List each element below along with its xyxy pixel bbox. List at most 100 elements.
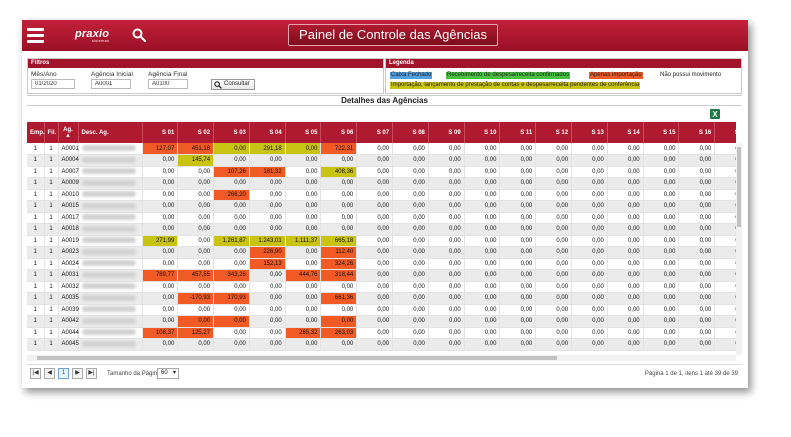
consultar-button[interactable]: Consultar bbox=[211, 79, 255, 90]
cell-value: 0,00 bbox=[571, 292, 608, 305]
page-size-select[interactable]: 60 bbox=[157, 368, 179, 379]
table-row[interactable]: 1 1 A0044 108,37 125,27 0,00 0,00 265,32 263,03 0… bbox=[27, 327, 736, 339]
column-header-day[interactable]: S 09 bbox=[428, 122, 465, 143]
column-header-day[interactable]: S 08 bbox=[392, 122, 429, 143]
cell-value: 0,00 bbox=[535, 246, 573, 259]
cell-value: 0,00 bbox=[464, 246, 501, 259]
cell-value: 0,00 bbox=[142, 281, 179, 293]
column-header-fil[interactable]: Fil. bbox=[44, 122, 59, 143]
table-row[interactable]: 1 1 A0010 0,00 0,00 266,20 0,00 0,00 0,00 0,00 0,0… bbox=[27, 189, 736, 201]
first-page-button[interactable]: |◀ bbox=[30, 368, 41, 379]
column-header-day[interactable]: S 14 bbox=[607, 122, 644, 143]
table-row[interactable]: 1 1 A0031 789,77 457,55 343,26 0,00 444,76 318,4… bbox=[27, 269, 736, 282]
menu-icon[interactable] bbox=[27, 28, 44, 43]
vertical-scrollbar[interactable] bbox=[736, 143, 742, 355]
cell-value: 0,00 bbox=[356, 223, 394, 236]
table-row[interactable]: 1 1 A0023 0,00 0,00 0,00 226,90 0,00 112,40 0,00 0… bbox=[27, 246, 736, 259]
cell-emp: 1 bbox=[27, 292, 45, 305]
next-page-button[interactable]: ▶ bbox=[72, 368, 83, 379]
column-header-day[interactable]: S 03 bbox=[213, 122, 250, 143]
cell-value: 0,00 bbox=[714, 327, 736, 339]
table-row[interactable]: 1 1 A0007 0,00 0,00 107,26 181,32 0,00 408,36 0,0… bbox=[27, 166, 736, 178]
cell-value: 0,00 bbox=[678, 292, 716, 305]
cell-fil: 1 bbox=[44, 338, 59, 351]
cell-value: 0,00 bbox=[535, 338, 573, 351]
column-header-day[interactable]: S 04 bbox=[249, 122, 286, 143]
cell-value: 0,00 bbox=[428, 269, 465, 282]
column-header-day[interactable]: S 15 bbox=[643, 122, 680, 143]
cell-value: 0,00 bbox=[356, 315, 394, 328]
table-row[interactable]: 1 1 A0042 0,00 0,00 0,00 0,00 0,00 0,00 0,00 0,00 0… bbox=[27, 315, 736, 328]
cell-fil: 1 bbox=[44, 292, 59, 305]
table-row[interactable]: 1 1 A0017 0,00 0,00 0,00 0,00 0,00 0,00 0,00 0,00 0… bbox=[27, 212, 736, 224]
cell-value: 0,00 bbox=[571, 166, 608, 178]
cell-value: 451,18 bbox=[177, 143, 215, 155]
cell-emp: 1 bbox=[27, 212, 45, 224]
cell-desc-redacted bbox=[78, 246, 143, 259]
table-row[interactable]: 1 1 A0024 0,00 0,00 0,00 152,13 0,00 324,26 0,00 0… bbox=[27, 258, 736, 270]
table-row[interactable]: 1 1 A0019 271,99 0,00 1.261,87 1.243,01 1.111,3… bbox=[27, 235, 736, 247]
column-header-day[interactable]: S 05 bbox=[285, 122, 322, 143]
column-header-day[interactable]: S 12 bbox=[535, 122, 573, 143]
table-row[interactable]: 1 1 A0018 0,00 0,00 0,00 0,00 0,00 0,00 0,00 0,00 0… bbox=[27, 223, 736, 236]
cell-value: 0,00 bbox=[249, 304, 286, 316]
redacted-text bbox=[81, 271, 136, 278]
table-row[interactable]: 1 1 A0004 0,00 145,74 0,00 0,00 0,00 0,00 0,00 0,0… bbox=[27, 154, 736, 167]
cell-value: 0,00 bbox=[464, 143, 501, 155]
legend-apenas-importacao: Apenas importação bbox=[589, 72, 643, 79]
column-header-desc[interactable]: Desc. Ag. bbox=[78, 122, 143, 143]
cell-value: 170,93 bbox=[213, 292, 250, 305]
cell-value: 0,00 bbox=[320, 200, 358, 213]
cell-value: 0,00 bbox=[643, 212, 680, 224]
cell-value: 0,00 bbox=[643, 200, 680, 213]
cell-value: 0,00 bbox=[643, 235, 680, 247]
column-header-emp[interactable]: Emp. bbox=[27, 122, 45, 143]
table-row[interactable]: 1 1 A0039 0,00 0,00 0,00 0,00 0,00 0,00 0,00 0,00 0… bbox=[27, 304, 736, 316]
agencia-inicial-input[interactable] bbox=[91, 79, 131, 89]
column-header-day[interactable]: S 01 bbox=[142, 122, 179, 143]
column-header-day[interactable]: S 10 bbox=[464, 122, 501, 143]
cell-value: 0,00 bbox=[249, 223, 286, 236]
cell-value: 0,00 bbox=[678, 338, 716, 351]
column-header-day[interactable]: S 17 bbox=[714, 122, 736, 143]
table-row[interactable]: 1 1 A0009 0,00 0,00 0,00 0,00 0,00 0,00 0,00 0,00 0… bbox=[27, 177, 736, 190]
cell-value: 0,00 bbox=[356, 154, 394, 167]
cell-desc-redacted bbox=[78, 304, 143, 316]
table-row[interactable]: 1 1 A0032 0,00 0,00 0,00 0,00 0,00 0,00 0,00 0,00 0… bbox=[27, 281, 736, 293]
agencia-final-input[interactable] bbox=[148, 79, 188, 89]
cell-emp: 1 bbox=[27, 258, 45, 270]
column-header-day[interactable]: S 13 bbox=[571, 122, 608, 143]
cell-value: 0,00 bbox=[142, 166, 179, 178]
page-number-button[interactable]: 1 bbox=[58, 368, 69, 379]
search-icon[interactable] bbox=[132, 28, 146, 42]
excel-export-icon[interactable]: X bbox=[710, 109, 720, 119]
cell-value: 0,00 bbox=[177, 223, 215, 236]
cell-value: 0,00 bbox=[249, 200, 286, 213]
cell-value: 0,00 bbox=[392, 292, 429, 305]
table-row[interactable]: 1 1 A0015 0,00 0,00 0,00 0,00 0,00 0,00 0,00 0,00 0… bbox=[27, 200, 736, 213]
table-row[interactable]: 1 1 A0001 127,07 451,18 0,00 291,18 0,00 722,31 0… bbox=[27, 143, 736, 155]
cell-value: 0,00 bbox=[213, 143, 250, 155]
column-header-day[interactable]: S 06 bbox=[320, 122, 358, 143]
cell-value: 0,00 bbox=[714, 143, 736, 155]
cell-value: 0,00 bbox=[428, 304, 465, 316]
cell-value: 0,00 bbox=[142, 304, 179, 316]
cell-value: 0,00 bbox=[499, 212, 537, 224]
horizontal-scrollbar[interactable] bbox=[27, 355, 736, 361]
column-header-day[interactable]: S 02 bbox=[177, 122, 215, 143]
cell-value: 0,00 bbox=[392, 166, 429, 178]
cell-value: 0,00 bbox=[428, 200, 465, 213]
column-header-day[interactable]: S 16 bbox=[678, 122, 716, 143]
prev-page-button[interactable]: ◀ bbox=[44, 368, 55, 379]
table-row[interactable]: 1 1 A0045 0,00 0,00 0,00 0,00 0,00 0,00 0,00 0,00 0… bbox=[27, 338, 736, 351]
last-page-button[interactable]: ▶| bbox=[86, 368, 97, 379]
cell-value: 0,00 bbox=[285, 143, 322, 155]
cell-value: 0,00 bbox=[428, 189, 465, 201]
column-header-day[interactable]: S 11 bbox=[499, 122, 537, 143]
cell-ag: A0018 bbox=[58, 223, 79, 236]
mes-ano-input[interactable] bbox=[31, 79, 75, 89]
cell-value: 0,00 bbox=[678, 177, 716, 190]
table-row[interactable]: 1 1 A0035 0,00 -170,93 170,93 0,00 0,00 661,36 0,… bbox=[27, 292, 736, 305]
column-header-ag[interactable]: Ag. ▲ bbox=[58, 122, 79, 143]
column-header-day[interactable]: S 07 bbox=[356, 122, 394, 143]
